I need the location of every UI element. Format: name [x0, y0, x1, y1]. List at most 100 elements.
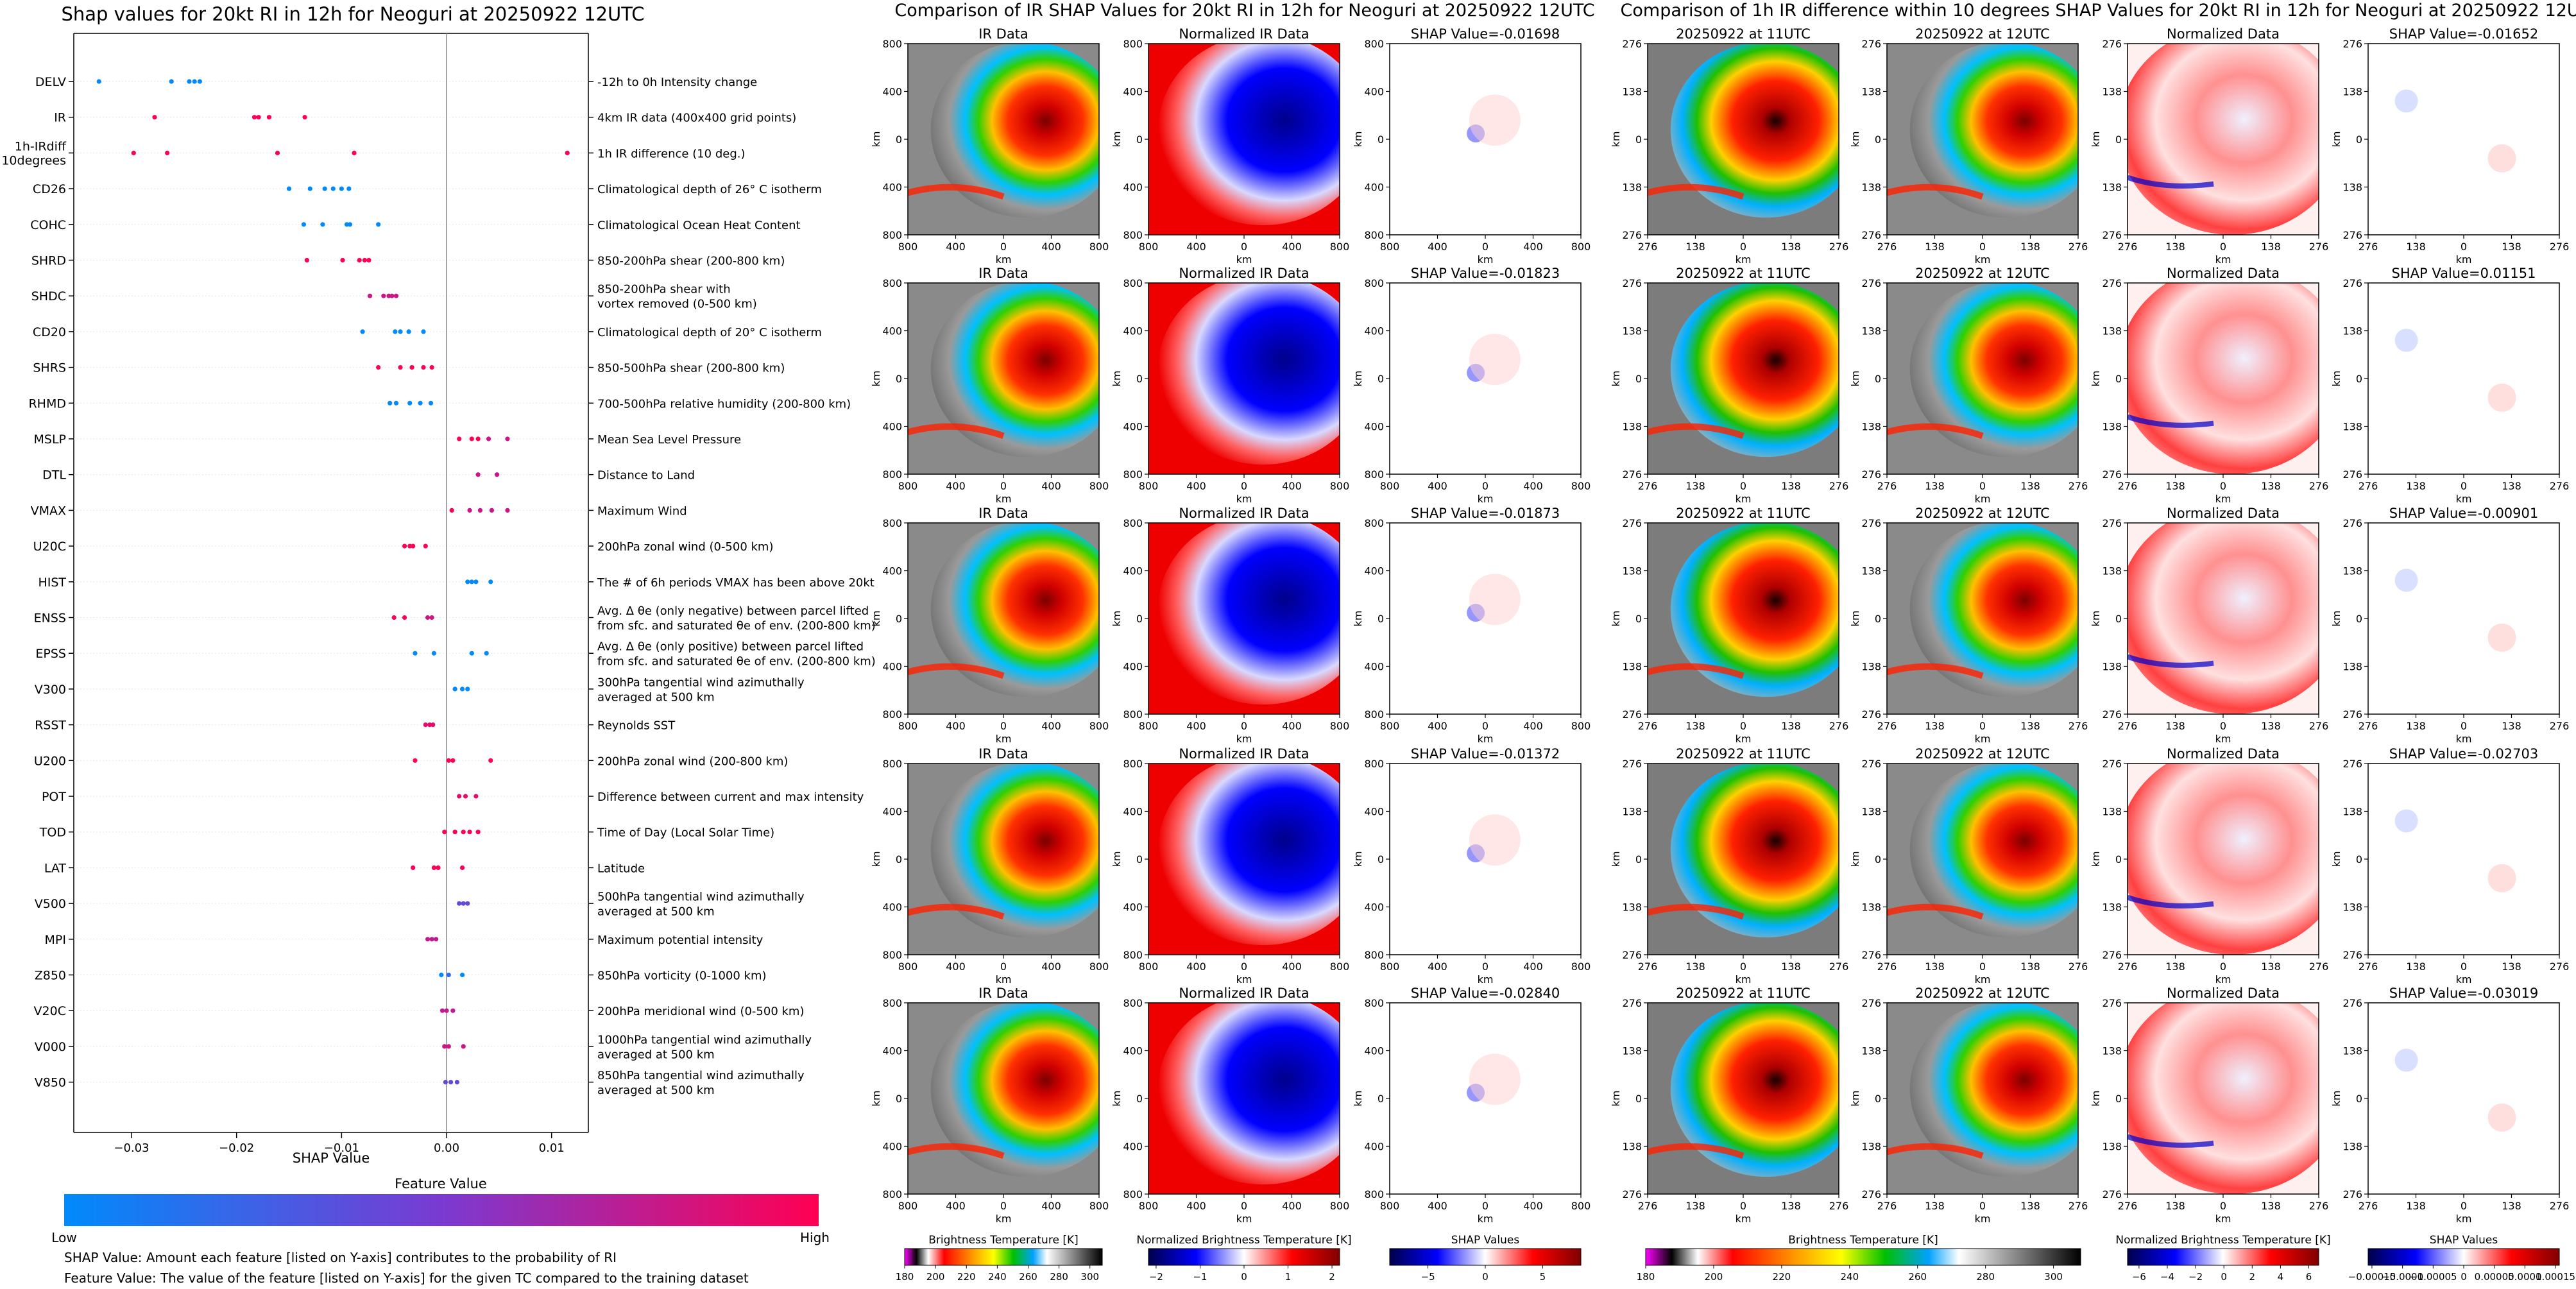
y-tick-label: 276 — [1861, 997, 1881, 1009]
y-tick-label: 138 — [2342, 182, 2362, 194]
x-tick-label: 800 — [1139, 960, 1159, 973]
x-axis-label: km — [996, 253, 1012, 266]
image-panel — [1647, 282, 1839, 475]
feature-name: V20C — [34, 1004, 66, 1018]
panel-title: SHAP Value=-0.02703 — [2389, 746, 2539, 762]
y-axis-label: km — [1610, 1091, 1622, 1107]
x-axis-label: km — [1736, 253, 1752, 266]
x-tick-label: 0 — [1740, 960, 1746, 973]
colorbar-title: Feature Value — [395, 1176, 487, 1191]
x-axis-label: SHAP Value — [293, 1150, 370, 1166]
panel-content — [1887, 1003, 2078, 1194]
x-tick-label: 0 — [1241, 720, 1247, 732]
y-tick-label: 138 — [2102, 901, 2122, 914]
panel-content — [1148, 44, 1340, 235]
shap-point — [505, 508, 510, 513]
y-tick-label: 276 — [1861, 38, 1881, 50]
y-tick-label: 400 — [1364, 1141, 1384, 1153]
shap-point — [366, 257, 371, 263]
y-axis-label: km — [2330, 1091, 2342, 1107]
shap-point — [495, 472, 500, 477]
x-tick-label: 276 — [2358, 241, 2378, 253]
shap-spot — [2394, 89, 2418, 113]
feature-name: COHC — [30, 218, 66, 232]
y-tick-label: 400 — [1123, 901, 1143, 914]
x-tick-label: 800 — [898, 480, 918, 492]
feature-description: 850-200hPa shear (200-800 km) — [597, 255, 785, 268]
shap-point — [304, 257, 309, 263]
shap-point — [469, 651, 474, 656]
ir-difference-image-grid: 20250922 at 11UTC 276 138 0 138 276 276 138 0 138… — [1610, 26, 2575, 1283]
y-tick-label: 0 — [1875, 373, 1881, 385]
feature-name: EPSS — [35, 647, 66, 661]
panel-title: 20250922 at 11UTC — [1676, 26, 1811, 42]
x-axis-label: km — [1236, 733, 1252, 745]
feature-description: from sfc. and saturated θe of env. (200-… — [597, 655, 876, 669]
feature-description: -12h to 0h Intensity change — [597, 76, 757, 89]
rainband — [1887, 184, 1984, 200]
colorbar-label: Normalized Brightness Temperature [K] — [2115, 1234, 2330, 1247]
x-tick-label: 0 — [1241, 1200, 1247, 1212]
x-tick-label: 400 — [1523, 1200, 1543, 1212]
feature-description: 200hPa meridional wind (0-500 km) — [597, 1005, 804, 1018]
x-tick-label: 800 — [1380, 1200, 1400, 1212]
shap-point — [473, 794, 479, 799]
y-tick-label: 800 — [1123, 708, 1143, 721]
shap-spot — [2487, 1103, 2516, 1132]
y-tick-label: 800 — [1364, 758, 1384, 770]
feature-name: 10degrees — [1, 153, 66, 167]
y-tick-label: 276 — [1622, 229, 1642, 241]
y-tick-label: 400 — [1123, 182, 1143, 194]
x-tick-label: 400 — [1186, 241, 1206, 253]
shap-point — [465, 687, 470, 692]
x-axis-label: km — [2215, 733, 2231, 745]
x-tick-label: 276 — [1638, 480, 1658, 492]
panel-title: 20250922 at 12UTC — [1915, 26, 2050, 42]
colorbar-low-label: Low — [51, 1230, 76, 1245]
shap-point — [360, 329, 365, 334]
shap-point — [406, 329, 411, 334]
y-tick-label: 800 — [882, 1188, 902, 1200]
y-axis-label: km — [1352, 851, 1364, 867]
shap-point — [421, 329, 426, 334]
shap-point — [165, 150, 170, 155]
feature-description: vortex removed (0-500 km) — [597, 298, 757, 311]
panel-title: Normalized IR Data — [1179, 746, 1309, 762]
panel-title: SHAP Value=-0.01698 — [1411, 26, 1560, 42]
shap-point — [452, 830, 457, 835]
image-panel — [907, 763, 1100, 955]
y-tick-label: 400 — [1364, 806, 1384, 818]
x-tick-label: 0 — [2461, 480, 2467, 492]
colorbar-label: Brightness Temperature [K] — [928, 1234, 1078, 1247]
y-tick-label: 400 — [882, 325, 902, 337]
y-tick-label: 0 — [2115, 853, 2122, 866]
y-tick-label: 800 — [882, 949, 902, 961]
x-axis-label: km — [996, 493, 1012, 505]
y-tick-label: 0 — [1875, 853, 1881, 866]
y-axis-label: km — [1111, 851, 1123, 867]
x-axis-label: km — [2215, 973, 2231, 986]
y-tick-label: 400 — [1364, 325, 1384, 337]
shap-background — [2368, 44, 2559, 235]
y-tick-label: 276 — [2102, 38, 2122, 50]
colorbar-tick-label: −1 — [1193, 1271, 1207, 1283]
x-tick-label: 138 — [2502, 241, 2521, 253]
shap-background — [2368, 1003, 2559, 1194]
colorbar-tick-label: 240 — [1840, 1271, 1859, 1283]
rainband — [908, 184, 1005, 200]
y-tick-label: 0 — [1635, 613, 1642, 625]
shap-halo — [1469, 814, 1521, 866]
panel-title: IR Data — [978, 506, 1028, 521]
y-tick-label: 0 — [896, 373, 902, 385]
x-axis-label: km — [2456, 493, 2472, 505]
feature-name: V300 — [35, 683, 66, 697]
panel-content — [1148, 764, 1340, 955]
x-tick-label: 276 — [2068, 241, 2088, 253]
x-tick-label: 138 — [2165, 480, 2185, 492]
x-tick-label: 800 — [1571, 480, 1591, 492]
cold-band — [2128, 1134, 2214, 1148]
y-tick-label: 276 — [2102, 517, 2122, 529]
x-tick-label: 400 — [946, 241, 966, 253]
x-tick-label: 400 — [1186, 1200, 1206, 1212]
x-tick-label: 0 — [2461, 1200, 2467, 1212]
